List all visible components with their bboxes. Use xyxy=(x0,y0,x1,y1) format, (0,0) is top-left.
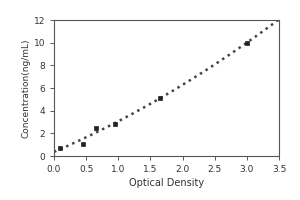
Y-axis label: Concentration(ng/mL): Concentration(ng/mL) xyxy=(22,38,31,138)
X-axis label: Optical Density: Optical Density xyxy=(129,178,204,188)
